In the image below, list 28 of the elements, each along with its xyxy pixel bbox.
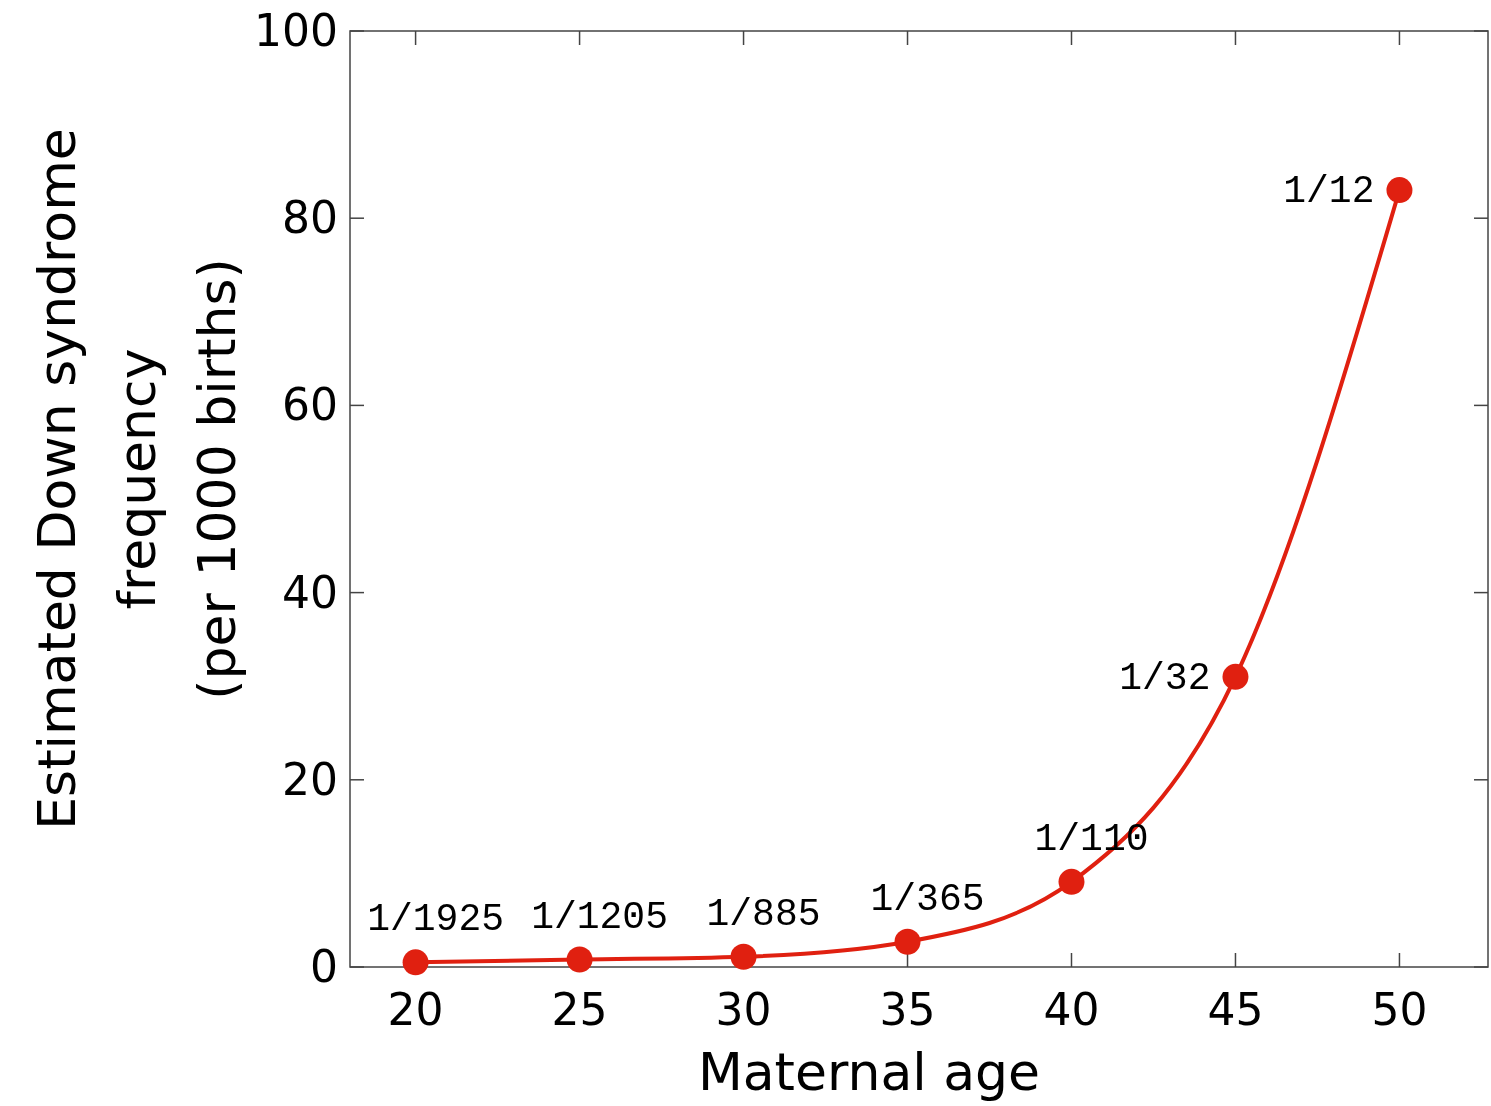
annotation: 1/1925 xyxy=(367,898,504,942)
x-tick-label: 45 xyxy=(1207,984,1264,1035)
annotation: 1/12 xyxy=(1283,170,1375,214)
y-axis-title: Estimated Down syndrome frequency (per 1000 births) xyxy=(27,128,247,830)
point xyxy=(894,928,921,955)
y-tick-label: 80 xyxy=(282,192,338,244)
y-tick-label: 60 xyxy=(282,379,338,431)
point xyxy=(1222,663,1249,690)
x-axis-title: Maternal age xyxy=(697,1042,1041,1102)
x-tick-label: 25 xyxy=(551,984,608,1035)
y-tick-label: 100 xyxy=(254,5,338,56)
y-tick-label: 0 xyxy=(310,941,338,992)
x-tick-label: 30 xyxy=(715,984,772,1035)
x-tick-label: 20 xyxy=(387,984,444,1035)
annotation: 1/1205 xyxy=(531,895,668,939)
annotation: 1/32 xyxy=(1119,656,1211,700)
y-tick-label: 40 xyxy=(282,566,338,618)
x-tick-label: 35 xyxy=(879,984,936,1035)
point xyxy=(402,949,429,976)
y-tick-label: 20 xyxy=(282,753,338,805)
point xyxy=(1058,868,1085,895)
point xyxy=(730,943,757,970)
x-tick-label: 40 xyxy=(1043,984,1100,1035)
annotation: 1/885 xyxy=(706,892,821,936)
point xyxy=(1386,177,1413,204)
x-tick-label: 50 xyxy=(1371,984,1428,1035)
annotation: 1/365 xyxy=(870,877,985,921)
point xyxy=(566,946,593,973)
